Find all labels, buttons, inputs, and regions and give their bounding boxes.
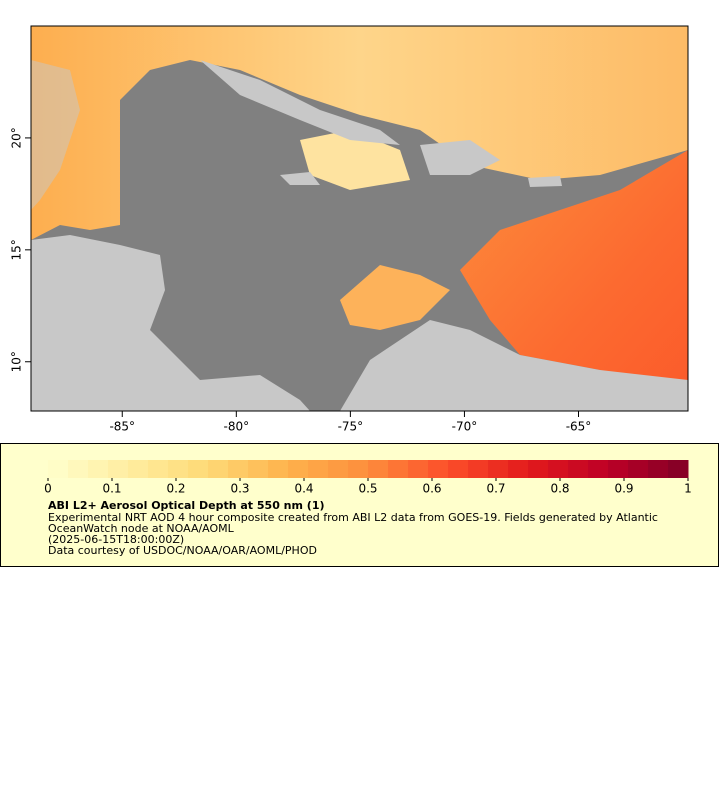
y-tick-label: 20° xyxy=(10,127,24,148)
land-south-america xyxy=(340,320,688,411)
colorbar-swatch xyxy=(448,460,469,478)
colorbar-swatch xyxy=(528,460,549,478)
colorbar-swatch xyxy=(48,460,69,478)
x-tick-label: -85° xyxy=(109,420,135,434)
colorbar-swatch xyxy=(68,460,89,478)
colorbar-swatch xyxy=(568,460,589,478)
colorbar-swatch xyxy=(268,460,289,478)
land-puerto-rico xyxy=(528,176,562,187)
map-image xyxy=(31,26,688,411)
colorbar-swatch xyxy=(468,460,489,478)
colorbar-tick-label: 0.7 xyxy=(486,482,505,496)
colorbar-tick-label: 0.1 xyxy=(102,482,121,496)
colorbar-tick-label: 1 xyxy=(684,482,692,496)
colorbar-swatch xyxy=(168,460,189,478)
land-yucatan xyxy=(31,60,80,210)
colorbar-swatch xyxy=(408,460,429,478)
colorbar-swatch xyxy=(308,460,329,478)
colorbar-tick-label: 0.9 xyxy=(614,482,633,496)
colorbar-swatch xyxy=(188,460,209,478)
legend-line: OceanWatch node at NOAA/AOML xyxy=(48,522,235,535)
colorbar-swatch xyxy=(108,460,129,478)
colorbar-swatch xyxy=(388,460,409,478)
aerosol-north xyxy=(31,26,688,240)
colorbar-swatch xyxy=(288,460,309,478)
colorbar-swatch xyxy=(628,460,649,478)
y-tick-label: 15° xyxy=(10,239,24,260)
land-cuba xyxy=(200,60,400,145)
land-hispaniola xyxy=(420,140,500,175)
colorbar: 0 0.1 0.2 0.3 0.4 0.5 0.6 0.7 0.8 0.9 1 xyxy=(44,460,692,496)
colorbar-swatch xyxy=(348,460,369,478)
colorbar-swatch xyxy=(548,460,569,478)
colorbar-swatch xyxy=(208,460,229,478)
colorbar-swatch xyxy=(148,460,169,478)
map-frame xyxy=(30,25,689,412)
x-tick-label: -70° xyxy=(452,420,478,434)
legend-line: Experimental NRT AOD 4 hour composite cr… xyxy=(48,511,658,524)
colorbar-tick-label: 0.5 xyxy=(358,482,377,496)
colorbar-tick-label: 0.4 xyxy=(294,482,313,496)
colorbar-tick-label: 0.6 xyxy=(422,482,441,496)
colorbar-swatch xyxy=(588,460,609,478)
colorbar-swatch xyxy=(488,460,509,478)
colorbar-tick-label: 0.2 xyxy=(166,482,185,496)
colorbar-tick-label: 0.3 xyxy=(230,482,249,496)
x-tick-label: -80° xyxy=(224,420,250,434)
legend-line: Data courtesy of USDOC/NOAA/OAR/AOML/PHO… xyxy=(48,544,317,557)
colorbar-swatch xyxy=(328,460,349,478)
colorbar-swatch xyxy=(668,460,689,478)
colorbar-swatch xyxy=(508,460,529,478)
colorbar-swatch xyxy=(88,460,109,478)
colorbar-tick-label: 0 xyxy=(44,482,52,496)
colorbar-swatch xyxy=(228,460,249,478)
colorbar-swatch xyxy=(128,460,149,478)
colorbar-swatch xyxy=(608,460,629,478)
y-tick-label: 10° xyxy=(10,351,24,372)
legend-title: ABI L2+ Aerosol Optical Depth at 550 nm … xyxy=(48,499,325,512)
legend-line: (2025-06-15T18:00:00Z) xyxy=(48,533,184,546)
colorbar-tick-label: 0.8 xyxy=(550,482,569,496)
x-tick-label: -75° xyxy=(338,420,364,434)
aerosol-cuba xyxy=(300,130,410,190)
colorbar-swatch xyxy=(428,460,449,478)
axes: -85° -80° -75° -70° -65° 10° 15° 20° xyxy=(10,127,592,433)
land-jamaica xyxy=(280,172,320,185)
colorbar-swatch xyxy=(248,460,269,478)
colorbar-swatch xyxy=(368,460,389,478)
aerosol-east xyxy=(460,150,688,411)
x-tick-label: -65° xyxy=(566,420,592,434)
land-central-america xyxy=(31,235,310,411)
aerosol-central xyxy=(340,265,450,330)
colorbar-swatch xyxy=(648,460,669,478)
